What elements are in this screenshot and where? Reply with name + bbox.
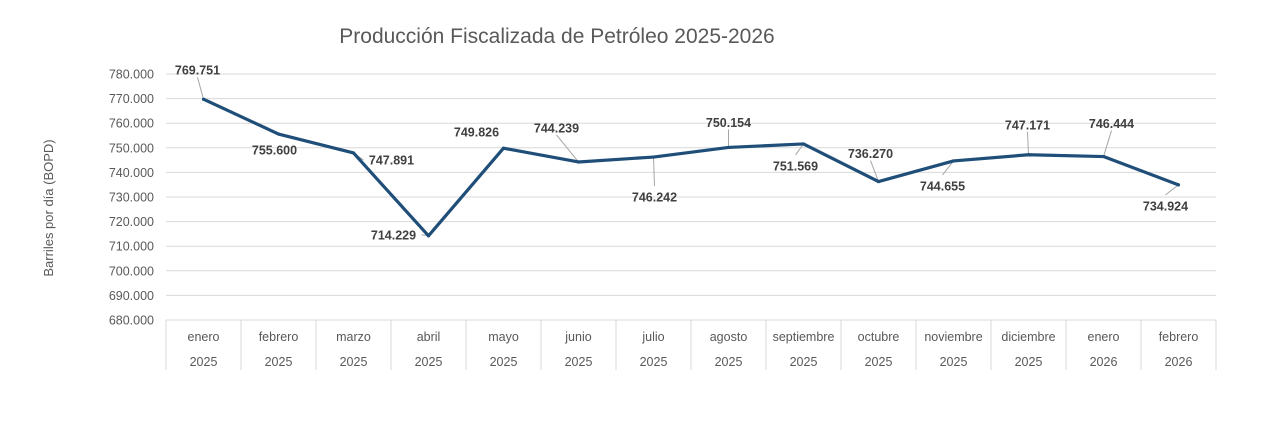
data-point — [726, 145, 731, 150]
data-label: 746.444 — [1089, 117, 1134, 131]
leader-line — [197, 77, 204, 100]
x-tick-month: febrero — [259, 330, 299, 344]
data-point — [951, 159, 956, 163]
x-tick-month: junio — [564, 330, 591, 344]
y-tick-label: 680.000 — [109, 314, 154, 328]
chart-title: Producción Fiscalizada de Petróleo 2025-… — [339, 25, 774, 48]
y-tick-label: 700.000 — [109, 264, 154, 278]
data-point — [276, 132, 281, 136]
data-label: 744.655 — [920, 179, 965, 193]
x-tick-year: 2025 — [265, 355, 293, 369]
x-tick-year: 2025 — [415, 355, 443, 369]
data-label: 747.891 — [369, 153, 414, 167]
leader-line — [1103, 130, 1112, 157]
data-point — [501, 146, 506, 150]
leader-line — [870, 160, 879, 182]
x-tick-month: agosto — [710, 330, 748, 344]
x-tick-year: 2025 — [190, 355, 218, 369]
x-tick-year: 2025 — [1015, 355, 1043, 369]
x-tick-month: julio — [641, 330, 664, 344]
x-tick-year: 2025 — [865, 355, 893, 369]
leader-line — [1165, 184, 1179, 196]
x-tick-year: 2026 — [1165, 355, 1193, 369]
x-tick-month: noviembre — [924, 330, 982, 344]
data-label: 736.270 — [848, 147, 893, 161]
x-tick-month: octubre — [858, 330, 900, 344]
x-tick-month: septiembre — [773, 330, 835, 344]
y-tick-label: 710.000 — [109, 240, 154, 254]
data-label: 744.239 — [534, 121, 579, 135]
data-point — [426, 234, 431, 238]
data-label: 714.229 — [371, 228, 416, 242]
x-tick-month: febrero — [1159, 330, 1199, 344]
production-line — [202, 97, 1180, 238]
x-tick-month: abril — [417, 330, 441, 344]
y-tick-label: 720.000 — [109, 215, 154, 229]
x-tick-month: enero — [1088, 330, 1120, 344]
x-tick-month: marzo — [336, 330, 371, 344]
data-point — [1101, 154, 1106, 159]
leader-line — [1027, 131, 1029, 155]
data-label: 769.751 — [175, 64, 220, 78]
y-tick-label: 780.000 — [109, 68, 154, 82]
x-tick-year: 2026 — [1090, 355, 1118, 369]
x-tick-year: 2025 — [340, 355, 368, 369]
data-label: 749.826 — [454, 126, 499, 140]
data-point — [351, 151, 356, 155]
data-point — [1026, 153, 1031, 157]
data-point — [651, 155, 656, 159]
leader-line — [795, 143, 804, 156]
x-tick-year: 2025 — [715, 355, 743, 369]
y-tick-label: 740.000 — [109, 166, 154, 180]
data-label: 750.154 — [706, 116, 751, 130]
y-tick-label: 760.000 — [109, 117, 154, 131]
data-label: 734.924 — [1143, 199, 1188, 213]
y-tick-label: 730.000 — [109, 191, 154, 205]
leader-line — [556, 134, 579, 163]
x-tick-year: 2025 — [490, 355, 518, 369]
data-label: 755.600 — [252, 144, 297, 158]
y-tick-label: 750.000 — [109, 141, 154, 155]
data-label: 751.569 — [773, 159, 818, 173]
x-tick-month: enero — [188, 330, 220, 344]
data-point — [1176, 183, 1181, 187]
x-tick-year: 2025 — [640, 355, 668, 369]
data-label: 747.171 — [1005, 118, 1050, 132]
leader-line — [942, 160, 954, 176]
data-point — [576, 160, 581, 164]
data-point — [801, 142, 806, 146]
x-tick-year: 2025 — [565, 355, 593, 369]
data-label: 746.242 — [632, 191, 677, 205]
data-point — [201, 97, 206, 101]
y-tick-label: 690.000 — [109, 289, 154, 303]
x-tick-month: diciembre — [1001, 330, 1055, 344]
leader-line — [653, 157, 655, 187]
y-axis-label: Barriles por día (BOPD) — [41, 139, 56, 276]
x-tick-month: mayo — [488, 330, 519, 344]
x-tick-year: 2025 — [940, 355, 968, 369]
data-point — [876, 179, 881, 184]
x-tick-year: 2025 — [790, 355, 818, 369]
y-tick-label: 770.000 — [109, 92, 154, 106]
